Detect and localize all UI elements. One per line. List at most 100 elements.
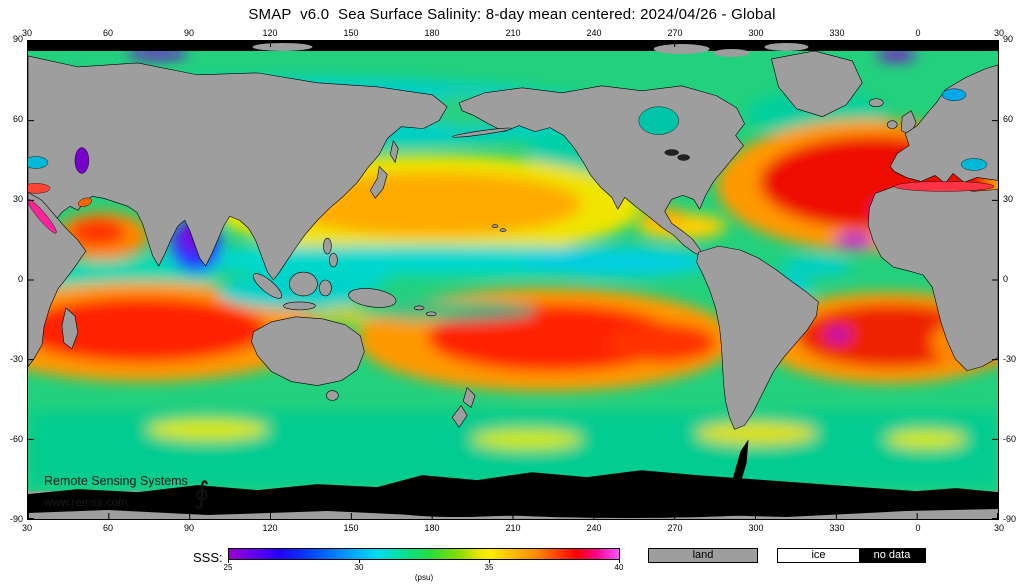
lon-tick-label: 30 xyxy=(21,28,32,38)
lon-tick-label: 120 xyxy=(262,28,278,38)
black-sea xyxy=(28,156,49,169)
lon-tick-label: 240 xyxy=(586,28,602,38)
land-borneo xyxy=(289,271,318,297)
remss-url: www.remss.com xyxy=(44,497,128,509)
lat-tick-label: -60 xyxy=(1003,434,1017,444)
land-hawaii xyxy=(499,228,507,233)
lon-tick-label: 0 xyxy=(915,523,921,533)
lon-tick-label: 210 xyxy=(505,28,521,38)
black-sea xyxy=(960,158,988,171)
lon-tick-label: 60 xyxy=(102,28,113,38)
land-madagascar xyxy=(61,307,79,350)
land-aleutians xyxy=(452,127,513,138)
land-philippines xyxy=(329,252,338,268)
lon-tick-label: 120 xyxy=(262,523,278,533)
legend: SSS: 25 30 35 40 (psu) land ice no data xyxy=(0,540,1024,584)
land-philippines xyxy=(323,237,332,255)
world-salinity-map: Remote Sensing Systems www.remss.com ∮ xyxy=(27,40,999,520)
lon-tick-label: 90 xyxy=(183,28,194,38)
lat-tick-label: -90 xyxy=(9,514,23,524)
land-ireland xyxy=(886,120,898,129)
land-europe xyxy=(889,64,998,184)
lon-tick-label: 270 xyxy=(667,523,683,533)
land-africa-east xyxy=(28,192,87,367)
legend-land-label: land xyxy=(692,549,714,561)
lat-tick-label: 0 xyxy=(17,274,23,284)
lon-tick-label: 180 xyxy=(424,523,440,533)
land-japan xyxy=(369,166,388,199)
red-sea xyxy=(28,199,57,234)
lat-tick-label: 0 xyxy=(1003,274,1009,284)
lon-tick-label: 30 xyxy=(21,523,32,533)
lat-tick-label: -30 xyxy=(1003,354,1017,364)
legend-no-data-label: no data xyxy=(859,549,925,562)
lon-tick-label: 210 xyxy=(505,523,521,533)
salinity-field xyxy=(28,46,998,488)
lon-tick-label: 300 xyxy=(748,523,764,533)
colorbar-tick-label: 35 xyxy=(484,563,494,572)
land-new-zealand xyxy=(451,405,468,428)
lat-tick-label: -30 xyxy=(9,354,23,364)
great-lakes xyxy=(664,149,679,156)
lon-tick-label: 270 xyxy=(667,28,683,38)
land-sulawesi xyxy=(319,279,332,297)
lat-tick-label: -90 xyxy=(1003,514,1017,524)
land-solomons xyxy=(425,311,437,317)
lon-tick-label: 150 xyxy=(343,523,359,533)
lon-tick-label: 330 xyxy=(829,523,845,533)
land-hawaii xyxy=(491,224,499,229)
colorbar-tick-label: 40 xyxy=(614,563,624,572)
remss-credit: Remote Sensing Systems xyxy=(44,474,188,488)
land-new-zealand xyxy=(462,387,476,408)
arctic-islands xyxy=(713,48,750,57)
mediterranean-sea xyxy=(894,181,995,192)
great-lakes xyxy=(677,154,690,161)
legend-land-box: land xyxy=(648,548,758,563)
land-sakhalin xyxy=(389,140,399,163)
land-java xyxy=(283,301,316,311)
lon-tick-label: 180 xyxy=(424,28,440,38)
land-solomons xyxy=(413,305,425,311)
land-south-america xyxy=(696,245,819,430)
lon-tick-label: 0 xyxy=(915,28,921,38)
antarctic-peninsula xyxy=(732,439,749,484)
colorbar-tick xyxy=(228,560,229,563)
legend-ice-nodata-box: ice no data xyxy=(777,548,926,563)
lat-tick-label: 60 xyxy=(1003,114,1014,124)
lon-tick-label: 330 xyxy=(829,28,845,38)
mediterranean-sea xyxy=(28,183,51,194)
colorbar-tick xyxy=(359,560,360,563)
lon-tick-label: 150 xyxy=(343,28,359,38)
lat-tick-label: 30 xyxy=(1003,194,1014,204)
colorbar-units-label: (psu) xyxy=(414,573,434,582)
lon-tick-label: 300 xyxy=(748,28,764,38)
baltic-sea xyxy=(941,88,967,101)
arctic-islands xyxy=(653,43,710,54)
arctic-islands xyxy=(764,42,809,51)
lon-tick-label: 90 xyxy=(183,523,194,533)
map-title: SMAP v6.0 Sea Surface Salinity: 8-day me… xyxy=(248,6,776,23)
salinity-colorbar xyxy=(228,548,620,560)
lat-tick-label: 60 xyxy=(12,114,23,124)
colorbar-tick xyxy=(489,560,490,563)
legend-ice-label: ice xyxy=(778,549,859,562)
land-eurasia xyxy=(28,55,448,281)
colorbar-tick-label: 25 xyxy=(223,563,233,572)
axis-ticks xyxy=(28,41,998,519)
land-australia xyxy=(251,316,365,386)
caspian-sea xyxy=(74,147,90,174)
credit-block: Remote Sensing Systems www.remss.com ∮ xyxy=(44,474,210,510)
hudson-bay xyxy=(638,106,679,135)
land-sumatra xyxy=(252,273,283,299)
marginal-seas xyxy=(28,88,995,234)
land-tasmania xyxy=(326,390,339,401)
world-map-svg xyxy=(28,41,998,519)
land-greenland xyxy=(771,50,863,117)
colorbar-tick xyxy=(619,560,620,563)
lon-tick-label: 30 xyxy=(993,28,1004,38)
colorbar-tick-label: 30 xyxy=(354,563,364,572)
persian-gulf xyxy=(77,197,92,207)
land-new-guinea xyxy=(348,288,397,308)
lat-tick-label: 90 xyxy=(12,34,23,44)
